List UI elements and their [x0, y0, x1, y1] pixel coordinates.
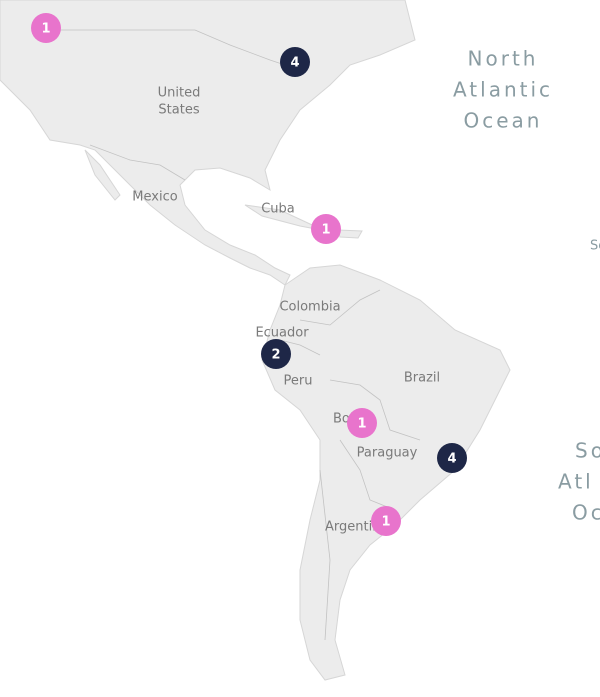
ocean-label: Atl — [558, 470, 594, 494]
hispaniola — [337, 229, 363, 239]
labels: United States Mexico Cuba Colombia Ecuador Per… — [132, 47, 600, 535]
marker-count: 4 — [290, 56, 299, 71]
marker-count: 2 — [271, 348, 280, 363]
cluster-marker[interactable]: 4 — [437, 443, 467, 473]
marker-circle[interactable] — [347, 408, 377, 438]
ocean-label: Oc — [572, 501, 600, 525]
place-label: States — [158, 103, 199, 118]
marker-circle[interactable] — [311, 214, 341, 244]
cluster-marker[interactable]: 1 — [347, 408, 377, 438]
ocean-label: Ocean — [464, 109, 543, 133]
cluster-marker[interactable]: 1 — [311, 214, 341, 244]
place-label: Peru — [284, 374, 313, 389]
place-label: Ecuador — [255, 326, 309, 341]
landmass — [0, 0, 511, 681]
south-america — [261, 264, 511, 681]
markers: 1 4 1 2 1 4 1 — [31, 13, 467, 536]
marker-count: 1 — [321, 223, 330, 238]
ocean-label: So — [575, 439, 600, 463]
ocean-label: North — [468, 47, 539, 71]
marker-count: 1 — [381, 515, 390, 530]
marker-circle[interactable] — [437, 443, 467, 473]
cluster-marker[interactable]: 1 — [31, 13, 61, 43]
marker-count: 4 — [447, 452, 456, 467]
border — [279, 289, 421, 641]
cluster-marker[interactable]: 1 — [371, 506, 401, 536]
baja — [84, 149, 121, 201]
ocean-label: Atlantic — [453, 78, 553, 102]
marker-circle[interactable] — [280, 47, 310, 77]
place-label: Brazil — [404, 371, 440, 386]
marker-count: 1 — [41, 22, 50, 37]
place-label: United — [158, 86, 201, 101]
north-america — [0, 0, 416, 286]
cluster-marker[interactable]: 2 — [261, 339, 291, 369]
place-label: Paraguay — [357, 446, 418, 461]
place-label: Mexico — [132, 190, 177, 205]
cluster-marker[interactable]: 4 — [280, 47, 310, 77]
marker-circle[interactable] — [371, 506, 401, 536]
border — [60, 29, 301, 71]
place-label: Cuba — [261, 202, 295, 217]
place-label: Colombia — [279, 300, 340, 315]
marker-count: 1 — [357, 417, 366, 432]
ocean-label: Se — [590, 239, 600, 254]
marker-circle[interactable] — [31, 13, 61, 43]
border — [89, 144, 186, 181]
marker-circle[interactable] — [261, 339, 291, 369]
